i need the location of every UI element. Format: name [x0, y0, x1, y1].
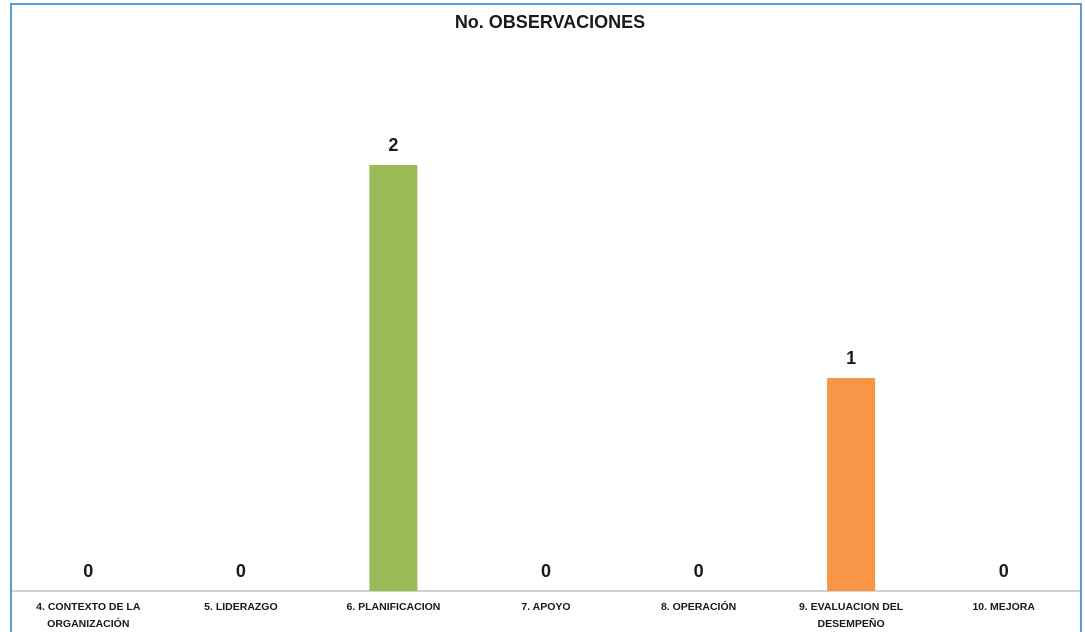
data-label-1: 0 — [83, 561, 93, 581]
x-tick-label-1: 4. CONTEXTO DE LA ORGANIZACIÓN — [36, 601, 141, 630]
data-label-2: 0 — [236, 561, 246, 581]
x-tick-label-7: 10. MEJORA — [972, 601, 1035, 613]
data-label-3: 2 — [388, 135, 398, 155]
bar-3 — [369, 165, 418, 591]
x-tick-label-3: 6. PLANIFICACION — [346, 601, 440, 613]
x-tick-label-6: 9. EVALUACION DEL DESEMPEÑO — [799, 601, 904, 630]
x-tick-label-4: 7. APOYO — [521, 601, 570, 613]
chart-title: No. OBSERVACIONES — [455, 12, 645, 32]
data-label-6: 1 — [846, 348, 856, 368]
x-tick-label-5: 8. OPERACIÓN — [661, 600, 736, 613]
data-label-5: 0 — [694, 561, 704, 581]
bars-group — [369, 165, 876, 591]
data-labels-group: 0 0 2 0 0 1 0 — [83, 135, 1008, 581]
chart-frame — [10, 3, 1082, 632]
data-label-7: 0 — [999, 561, 1009, 581]
x-tick-labels-group: 4. CONTEXTO DE LA ORGANIZACIÓN 5. LIDERAZG… — [36, 600, 1035, 630]
bar-6 — [827, 378, 876, 591]
x-tick-label-2: 5. LIDERAZGO — [204, 601, 278, 613]
data-label-4: 0 — [541, 561, 551, 581]
